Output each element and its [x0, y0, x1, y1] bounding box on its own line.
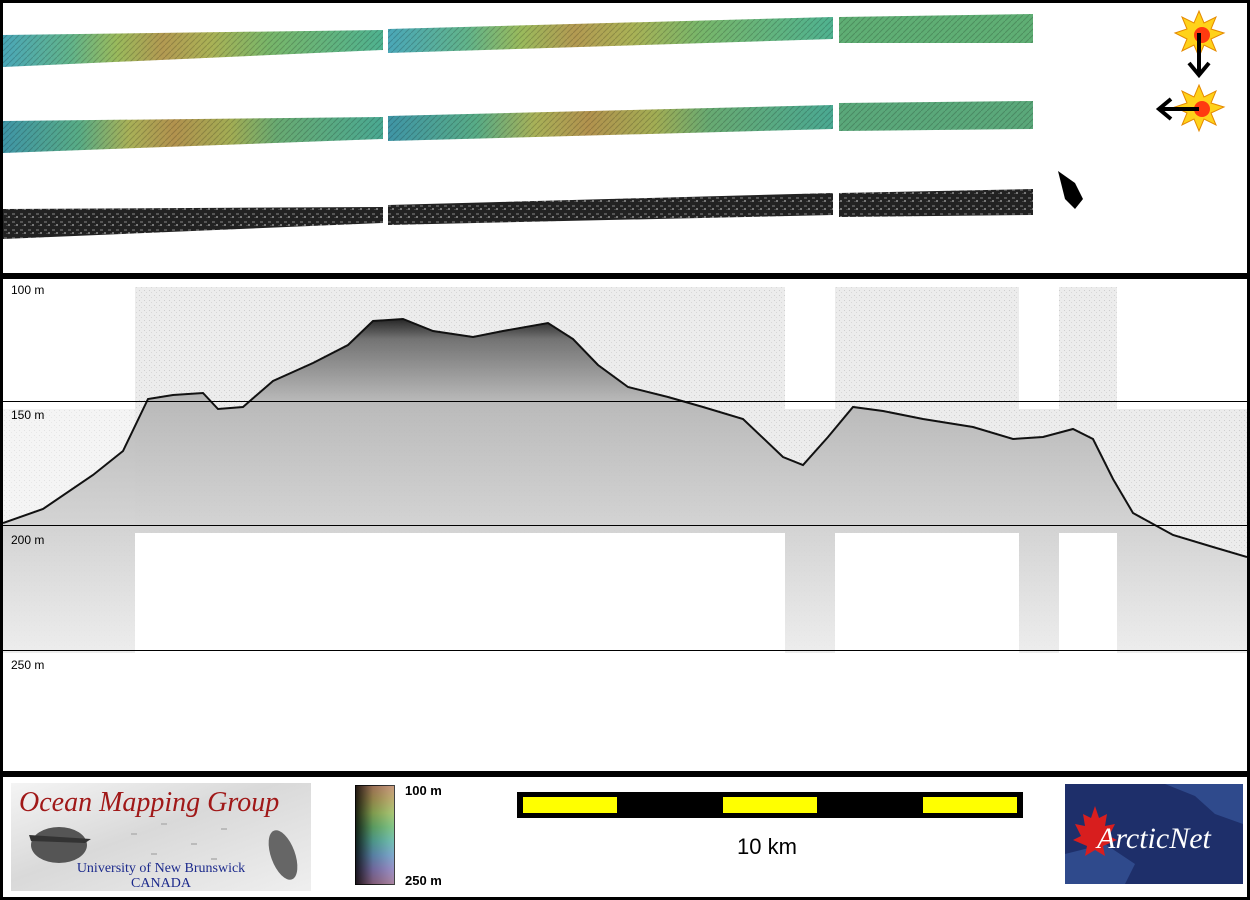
depth-gridline [3, 525, 1247, 526]
scale-bar-segment [923, 797, 1017, 813]
colorbar-top-label: 100 m [405, 783, 442, 798]
sun-icon [1173, 83, 1226, 133]
swath-panel [3, 3, 1247, 273]
depth-gridline [3, 650, 1247, 651]
depth-label: 200 m [11, 533, 45, 547]
omg-university: University of New Brunswick CANADA [11, 861, 311, 891]
arcticnet-text: ArcticNet [1097, 822, 1211, 855]
depth-label: 150 m [11, 408, 45, 422]
scale-label: 10 km [737, 834, 797, 859]
arrow-down-icon [1187, 33, 1211, 79]
maple-leaf-icon [1073, 806, 1117, 856]
colorbar-bottom-label: 250 m [405, 873, 442, 888]
arrow-left-icon [1155, 97, 1199, 121]
subbottom-profile [3, 287, 1247, 653]
depth-label: 100 m [11, 283, 45, 297]
footer-legend: Ocean Mapping Group University of New Br… [3, 777, 1247, 897]
omg-country: CANADA [131, 876, 191, 891]
omg-title: Ocean Mapping Group [19, 787, 280, 818]
scale-bar-segment [523, 797, 617, 813]
depth-gridline [3, 401, 1247, 402]
bathymetry-swath-middle [3, 101, 1033, 153]
ship-icon [1058, 171, 1083, 209]
omg-university-name: University of New Brunswick [76, 861, 246, 876]
backscatter-swath [3, 189, 1033, 239]
subbottom-profile-panel: 100 m 150 m 200 m 250 m [3, 279, 1247, 771]
depth-label: 250 m [11, 658, 45, 672]
scale-bar-segment [723, 797, 817, 813]
swath-map [3, 9, 1226, 239]
scale-bar [517, 792, 1023, 818]
bathymetry-swath-top [3, 14, 1033, 67]
depth-colorbar [355, 785, 395, 885]
ocean-mapping-group-logo: Ocean Mapping Group University of New Br… [11, 783, 311, 891]
arcticnet-logo: ArcticNet [1065, 784, 1243, 884]
